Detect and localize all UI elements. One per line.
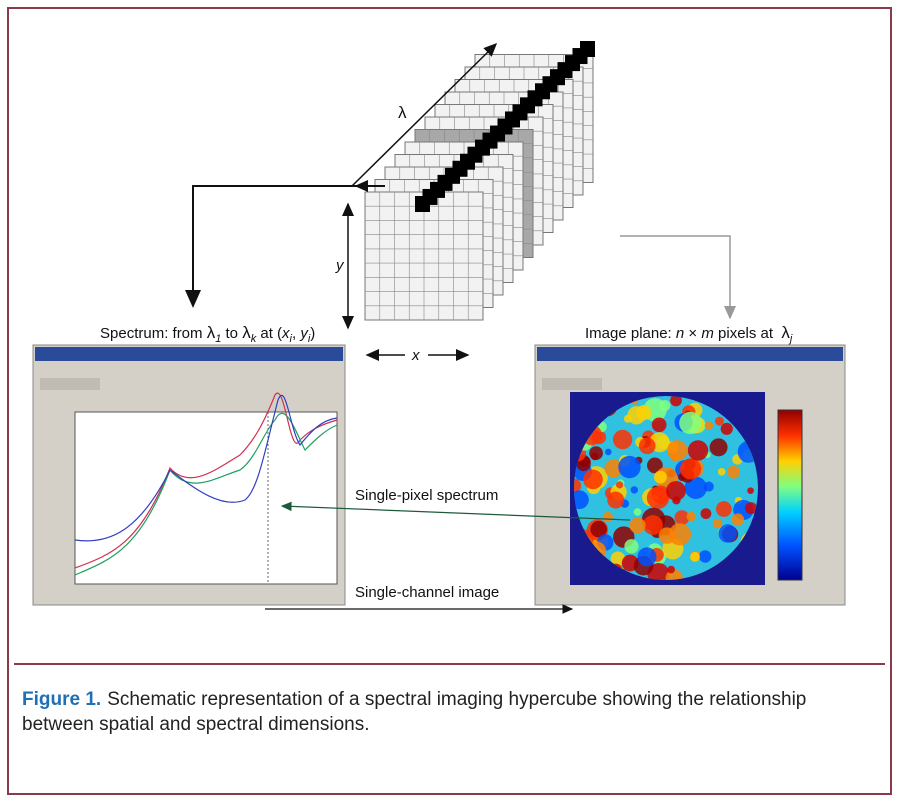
image-texture [699, 550, 712, 563]
image-texture [690, 551, 700, 562]
image-texture [604, 459, 623, 478]
image-texture [623, 414, 632, 423]
x-label: x [411, 347, 420, 364]
spectrum-arrow [185, 185, 385, 308]
hypercube [364, 41, 595, 321]
caption-line: between spatial and spectral dimensions. [22, 714, 369, 735]
image-texture [665, 569, 684, 580]
plane-arrow [620, 235, 736, 320]
lambda-arrow [351, 42, 498, 187]
image-window [534, 344, 846, 606]
image-texture [712, 518, 723, 529]
image-texture [647, 457, 663, 474]
image-texture [602, 511, 613, 523]
image-texture [727, 465, 741, 479]
image-texture [667, 440, 688, 461]
image-texture [679, 411, 702, 435]
image-texture [684, 476, 707, 499]
caption: Figure 1. Schematic representation of a s… [22, 689, 806, 710]
image-texture [731, 513, 745, 526]
image-texture [637, 547, 657, 567]
image-texture [720, 422, 733, 435]
image-texture [703, 481, 714, 492]
image-texture [686, 511, 696, 522]
pixel-arrow [280, 501, 631, 521]
image-texture [667, 565, 675, 574]
image-texture [653, 470, 667, 484]
image-texture [651, 485, 670, 504]
image-texture [624, 539, 639, 554]
image-texture [714, 416, 724, 426]
image-texture [616, 481, 624, 489]
image-texture [643, 515, 663, 535]
annotation: Single-pixel spectrum [355, 487, 498, 504]
image-texture [627, 406, 646, 425]
image-texture [744, 502, 757, 515]
image-texture [605, 448, 612, 456]
image-texture [589, 446, 603, 461]
annotation: Single-channel image [355, 584, 499, 601]
image-texture [715, 501, 732, 517]
image-texture [610, 551, 626, 566]
image-texture [612, 429, 633, 450]
image-texture [630, 486, 639, 494]
image-texture [633, 508, 642, 516]
image-texture [717, 468, 726, 476]
image-texture [709, 438, 728, 457]
image-texture [638, 437, 656, 455]
image-texture [583, 469, 603, 490]
image-texture [651, 417, 667, 433]
lambda-label: λ [398, 103, 407, 122]
image-texture [700, 508, 712, 520]
image-texture [668, 523, 692, 546]
image-texture [607, 491, 625, 509]
image-texture [666, 480, 686, 501]
image-plane [364, 191, 484, 321]
image-texture [747, 487, 754, 494]
image-texture [704, 421, 714, 430]
frame [7, 7, 892, 795]
y-label: y [335, 257, 345, 274]
image-texture [618, 455, 641, 479]
image-plane-label: Image plane: n × m pixels at λj [585, 323, 793, 345]
image-texture [718, 524, 737, 543]
image-texture [680, 458, 702, 480]
image-texture [687, 440, 709, 461]
image-texture [674, 510, 690, 526]
spectrum-label: Spectrum: from λ1 to λk at (xi, yi) [100, 323, 315, 345]
image-texture [670, 396, 682, 407]
pixel-spectrum [580, 41, 595, 57]
image-texture [629, 517, 646, 534]
image-texture [590, 520, 607, 538]
spectrum-window [32, 344, 346, 606]
